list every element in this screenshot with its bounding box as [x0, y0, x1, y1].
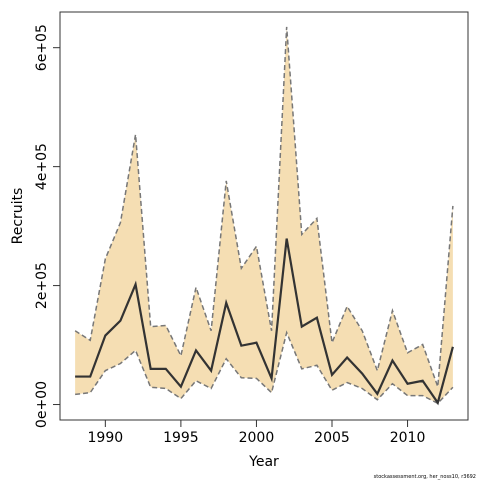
estimate-line: [75, 238, 454, 406]
upper-bound: [74, 26, 454, 387]
y-tick-label: 0e+00: [34, 381, 50, 428]
x-axis-label: Year: [248, 454, 279, 470]
confidence-band: [75, 26, 453, 404]
x-tick-label: 1995: [163, 430, 199, 446]
x-tick-label: 2010: [390, 430, 426, 446]
x-tick-label: 1990: [88, 430, 124, 446]
x-tick-label: 2000: [239, 430, 275, 446]
plot-frame: [59, 11, 469, 421]
y-tick-label: 6e+05: [34, 24, 50, 71]
x-tick-label: 2005: [314, 430, 350, 446]
y-tick-label: 2e+05: [34, 262, 50, 309]
y-axis-label: Recruits: [10, 188, 26, 245]
y-tick-label: 4e+05: [34, 143, 50, 190]
footnote: stockassessment.org, her_noss10, r3692: [374, 474, 476, 480]
lower-bound: [75, 330, 454, 405]
